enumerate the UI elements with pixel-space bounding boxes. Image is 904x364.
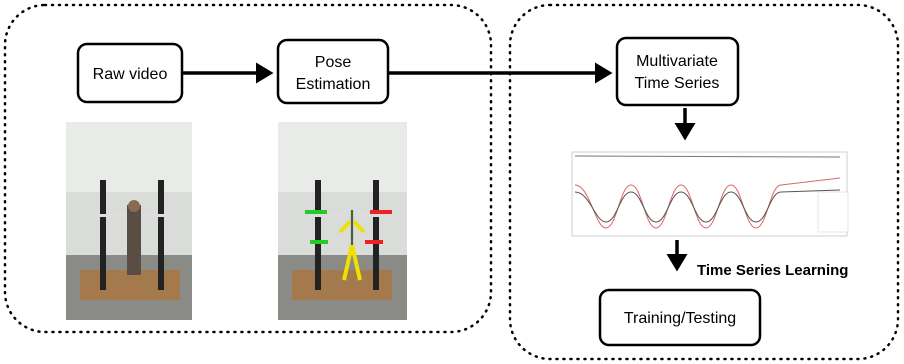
photo: [278, 122, 407, 320]
node-label: Multivariate: [636, 53, 718, 70]
node-label: Raw video: [93, 66, 168, 83]
node-label: Pose: [315, 54, 352, 71]
diagram: Raw video Pose Estimation Multivariate T…: [0, 0, 904, 364]
node-label: Estimation: [296, 76, 371, 93]
time-series-plot: [560, 145, 855, 245]
node-label: Time Series: [635, 75, 720, 92]
node-box: [617, 38, 738, 105]
node-label: Training/Testing: [624, 310, 736, 327]
node-box: [278, 40, 388, 103]
edge-label: Time Series Learning: [697, 262, 848, 279]
photo: [66, 122, 192, 320]
